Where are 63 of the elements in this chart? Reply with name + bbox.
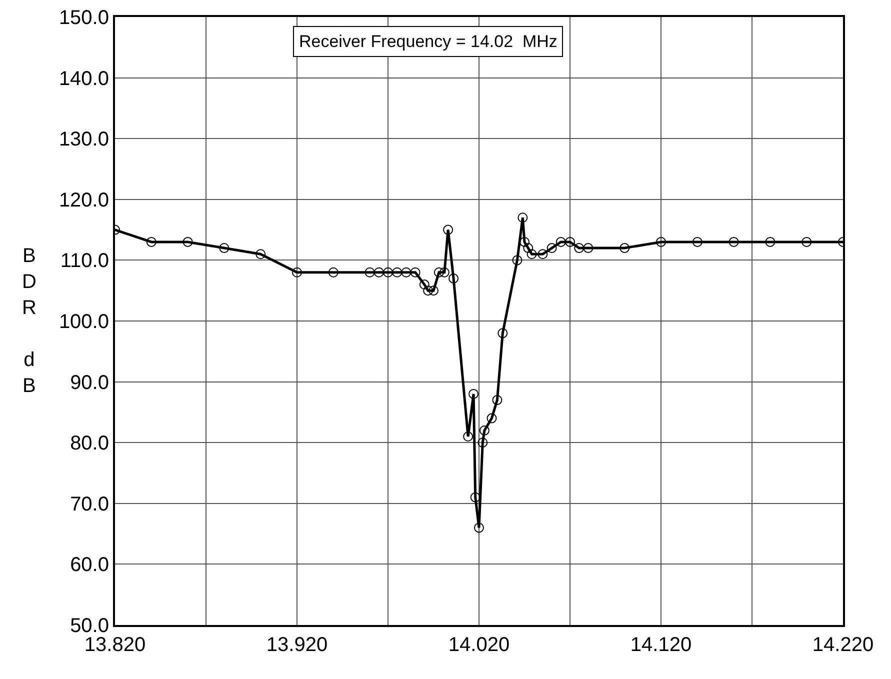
x-tick-label: 14.120 — [630, 634, 692, 656]
point — [538, 249, 548, 260]
point — [468, 388, 479, 399]
point — [292, 267, 302, 278]
point — [256, 249, 266, 260]
point — [410, 267, 420, 278]
point — [692, 236, 702, 247]
point — [656, 236, 666, 247]
point — [518, 212, 528, 223]
point — [520, 236, 530, 247]
point — [512, 255, 522, 266]
point — [583, 243, 594, 254]
point — [728, 236, 739, 247]
y-tick-label: 50.0 — [70, 615, 109, 637]
point — [439, 267, 450, 278]
point — [419, 280, 430, 290]
y-tick-label: 80.0 — [70, 432, 109, 455]
y-tick-label: 110.0 — [60, 250, 109, 272]
point — [443, 224, 454, 235]
point — [423, 286, 434, 296]
annotation: Receiver Frequency = 14.02 MHz — [299, 32, 558, 51]
text: BDR dB — [22, 245, 36, 397]
point — [526, 249, 537, 260]
point — [546, 243, 557, 254]
point — [401, 267, 412, 278]
point — [492, 395, 502, 406]
point — [219, 243, 230, 254]
point — [383, 267, 393, 278]
y-tick-label: 60.0 — [70, 554, 109, 576]
point — [523, 243, 534, 254]
point — [146, 236, 156, 247]
point — [486, 413, 497, 424]
point — [392, 267, 402, 278]
point — [556, 236, 566, 247]
point — [434, 267, 444, 278]
point — [328, 267, 338, 278]
y-tick-label: 150.0 — [58, 7, 109, 29]
y-tick-label: 90.0 — [70, 372, 109, 394]
point — [765, 236, 776, 247]
point — [498, 328, 508, 338]
y-tick-label: 120.0 — [58, 189, 109, 212]
x-tick-label: 14.220 — [812, 634, 874, 656]
point — [364, 267, 375, 278]
y-tick-label: 100.0 — [58, 311, 109, 333]
y-tick-label: 130.0 — [58, 128, 109, 151]
point — [802, 236, 812, 247]
point — [182, 236, 193, 247]
point — [479, 425, 490, 436]
point — [463, 432, 474, 442]
point — [428, 286, 438, 296]
x-tick-label: 13.820 — [84, 634, 146, 656]
point — [470, 492, 480, 502]
point — [374, 267, 384, 278]
y-tick-label: 140.0 — [58, 68, 109, 90]
point — [448, 273, 459, 284]
point — [474, 522, 484, 533]
y-tick-label: 70.0 — [70, 493, 109, 516]
point — [574, 243, 584, 254]
point — [620, 243, 630, 254]
point — [565, 236, 575, 247]
x-tick-label: 13.920 — [266, 634, 328, 656]
x-tick-label: 14.020 — [448, 634, 510, 656]
point — [478, 438, 488, 448]
